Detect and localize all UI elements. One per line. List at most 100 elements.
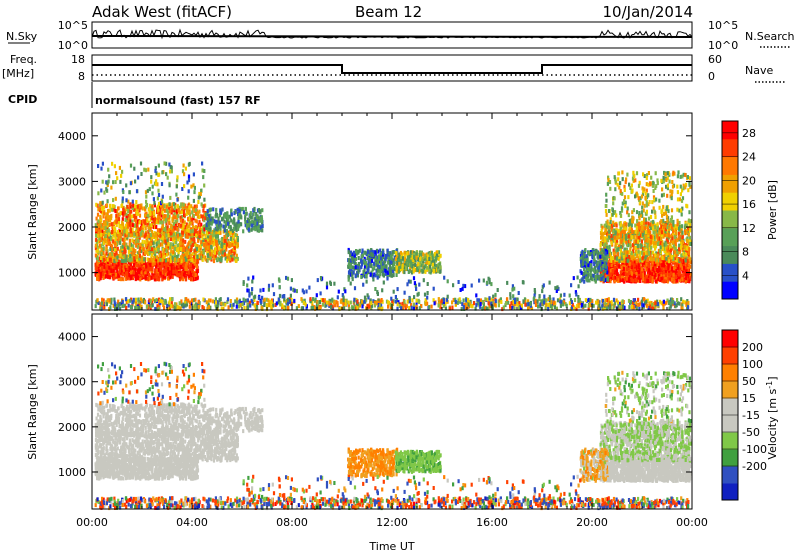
power-cell [168,261,171,266]
power-cell [155,269,158,274]
power-cell [135,276,138,280]
power-cell [242,210,245,215]
power-cell [104,222,107,227]
power-cell [182,256,186,260]
power-cell [131,227,134,232]
power-cell [669,277,672,282]
power-cell [384,268,387,273]
power-cell [186,209,190,214]
power-cell [215,230,218,235]
power-cell [94,272,97,277]
power-cell [428,268,431,273]
power-cell [187,206,190,211]
power-cell [194,225,198,230]
power-cell [172,232,175,237]
power-cell [190,237,193,242]
power-cell [141,206,144,211]
power-cell [374,273,377,278]
power-cell [672,266,675,271]
power-cell [659,267,662,272]
power-cell [403,257,407,262]
power-cell [182,262,185,267]
nave-tick-bottom: 0 [708,70,715,83]
power-cell [252,226,255,231]
power-cell [169,255,172,260]
power-cell [175,265,178,270]
power-cell [103,264,106,269]
power-cell [357,249,360,254]
power-cell [256,228,259,233]
power-cell [115,265,118,270]
power-cell [112,239,115,244]
power-cell [137,266,140,271]
power-cell [127,270,130,275]
power-cell [191,232,194,237]
power-cell [159,271,162,276]
power-cell [620,275,623,280]
power-cell [260,225,263,230]
power-cell [150,255,153,260]
power-cell [207,250,210,255]
power-cell [145,264,148,269]
power-cell [115,171,118,176]
power-cell [97,261,100,266]
power-cell [684,266,688,271]
power-cell [171,233,174,237]
power-cell [166,252,169,257]
power-cell [181,230,184,235]
power-cell [136,204,139,209]
power-cell [114,248,117,253]
power-cell [226,233,230,237]
power-cell [106,221,109,226]
power-cell [131,223,134,228]
power-cell [132,270,135,275]
power-cell [244,217,247,222]
power-cell [182,258,185,263]
power-cell [686,274,689,279]
power-cell [141,239,144,244]
power-cell [220,249,223,254]
power-cell [181,221,184,226]
power-cell [106,257,109,262]
power-cell [175,232,178,237]
power-cell [361,248,364,253]
power-cell [148,187,151,192]
power-cell [186,224,190,229]
power-cell [170,271,173,276]
power-cell [114,229,117,234]
power-cell [616,278,619,283]
power-cell [122,190,125,194]
power-cell [175,192,178,197]
freq-tick-top: 18 [71,53,85,66]
power-cell [192,214,195,218]
power-cell [165,161,168,166]
power-cell [259,227,262,232]
power-cell [431,262,434,267]
power-cell [182,163,185,168]
power-cell [180,202,183,207]
power-cell [116,176,119,181]
power-cell [615,268,619,273]
power-cell [352,250,356,255]
power-cell [138,249,141,254]
power-cell [209,214,212,218]
power-cell [675,278,679,283]
power-cell [188,216,191,221]
power-cell [103,190,106,195]
power-cell [184,252,187,257]
power-cell [94,262,97,267]
power-cell [121,196,124,201]
power-cell [401,264,404,268]
power-cell [179,218,182,223]
power-cell [162,215,165,220]
power-cell [182,253,185,258]
power-cell [174,219,177,224]
power-cell [181,232,184,237]
power-cell [373,266,376,271]
power-cell [102,240,106,245]
power-cell [396,255,399,260]
power-cell [165,245,168,249]
power-cell [252,212,255,217]
power-cell [163,262,166,266]
power-cell [141,225,144,230]
